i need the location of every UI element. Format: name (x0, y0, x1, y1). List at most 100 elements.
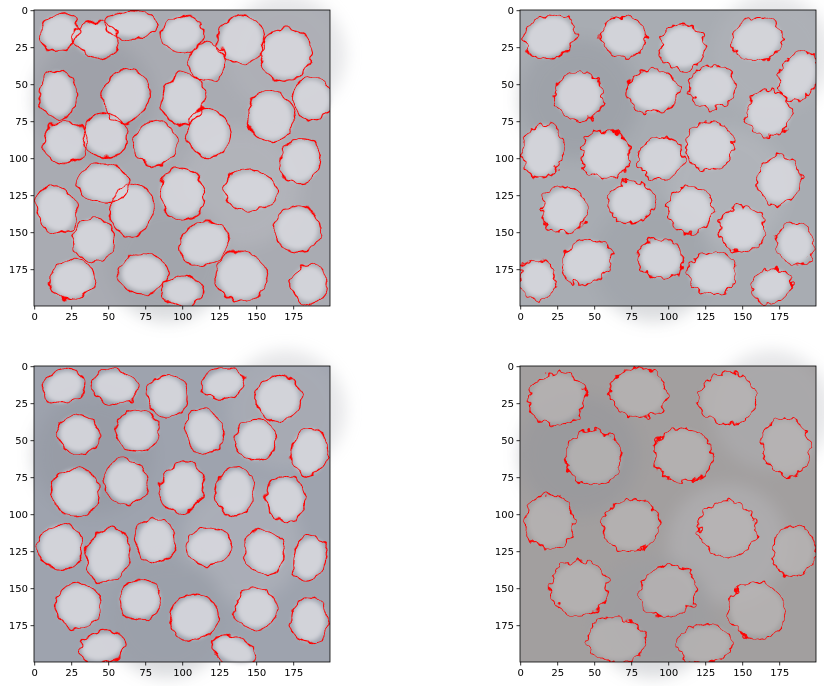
y-tick-label: 150 (9, 584, 28, 595)
x-tick-label: 125 (210, 312, 229, 323)
segment-outline (560, 238, 613, 285)
segment-outline (222, 170, 279, 212)
stone (187, 410, 221, 452)
stone (267, 478, 304, 520)
segment-outline (161, 275, 203, 306)
stone (136, 122, 175, 164)
stone (249, 93, 292, 140)
stone (121, 255, 166, 292)
segment-outline (72, 20, 120, 59)
segment-outline (600, 15, 647, 58)
x-tick-label: 0 (518, 668, 524, 679)
stone (37, 188, 75, 232)
y-axis: 0 25 50 75 100 125 150 175 (495, 362, 520, 632)
stone (563, 241, 610, 282)
axes-frame (519, 9, 817, 307)
segment-outline (777, 51, 816, 103)
stone (161, 169, 203, 218)
stone (214, 636, 254, 664)
y-tick-label: 125 (9, 191, 28, 202)
stone (204, 370, 243, 398)
stone (45, 122, 85, 161)
stone (602, 18, 645, 55)
stone (73, 220, 113, 259)
segment-outline (607, 180, 655, 225)
segment-outline (521, 122, 563, 179)
stone (294, 538, 325, 579)
x-tick-label: 75 (139, 668, 152, 679)
x-tick-label: 175 (284, 312, 303, 323)
segment-outline (243, 529, 286, 576)
x-tick-label: 25 (551, 668, 564, 679)
stone (220, 17, 262, 62)
segment-outline (42, 368, 85, 406)
y-tick-label: 50 (15, 80, 28, 91)
segment-outline (56, 413, 101, 455)
stone (261, 30, 310, 79)
segment-outline (609, 367, 668, 418)
y-tick-label: 25 (501, 399, 514, 410)
stone (121, 582, 160, 618)
stone (171, 596, 216, 639)
segment-outline (637, 237, 684, 280)
x-tick-label: 125 (696, 668, 715, 679)
stone (778, 224, 812, 264)
segment-outline (265, 475, 307, 523)
stone (530, 374, 584, 423)
segment-outline (601, 499, 661, 553)
segment-outline (43, 119, 88, 164)
segment-outline (161, 72, 206, 126)
stone (640, 240, 682, 277)
segment-outline (290, 597, 329, 645)
segment-outline (528, 371, 586, 426)
segment-outline (290, 426, 329, 477)
stone (246, 532, 284, 573)
stone (41, 15, 77, 49)
x-tick-label: 100 (173, 312, 192, 323)
stone (149, 376, 185, 415)
stone (236, 589, 276, 628)
x-tick-label: 50 (102, 668, 115, 679)
stone (690, 254, 735, 293)
stone (292, 429, 326, 474)
stone (662, 26, 704, 68)
x-tick-label: 100 (173, 668, 192, 679)
stone (774, 527, 814, 575)
segment-outline (85, 527, 131, 583)
stone (747, 92, 790, 135)
stone (589, 619, 643, 661)
stone (552, 562, 606, 614)
x-tick-label: 125 (210, 668, 229, 679)
segment-outline (118, 579, 163, 621)
stone (679, 626, 731, 663)
stone (276, 208, 319, 250)
stone (567, 432, 621, 484)
segment-outline (214, 251, 268, 302)
segment-outline (291, 535, 328, 582)
stone (88, 530, 128, 581)
segment-outline (38, 69, 77, 120)
stone (294, 79, 331, 118)
y-axis: 0 25 50 75 100 125 150 175 (9, 362, 34, 632)
stone (763, 420, 809, 474)
x-tick-label: 0 (32, 668, 38, 679)
segment-outline (254, 375, 302, 423)
stone (189, 110, 228, 155)
segmentation-outlines (37, 367, 329, 662)
y-tick-label: 150 (9, 228, 28, 239)
x-tick-label: 100 (659, 312, 678, 323)
x-tick-label: 25 (65, 668, 78, 679)
segment-outline (554, 70, 605, 121)
stones-layer (519, 0, 824, 322)
segment-outline (78, 630, 126, 662)
segment-outline (201, 367, 246, 401)
stone (282, 140, 319, 182)
segment-outline (118, 252, 169, 294)
y-tick-label: 25 (501, 43, 514, 54)
segment-outline (666, 186, 714, 234)
stone (759, 158, 799, 203)
segment-outline (689, 64, 736, 110)
segment-outline (160, 14, 204, 53)
segment-outline (586, 616, 646, 662)
stone (583, 132, 629, 178)
